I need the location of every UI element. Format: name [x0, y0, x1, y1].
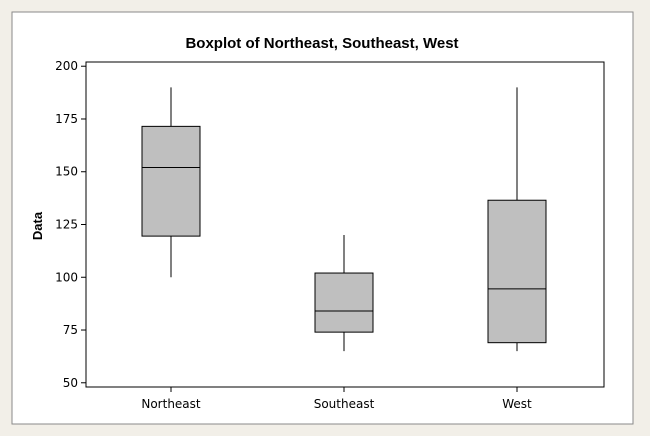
x-category-label: Northeast [141, 397, 201, 411]
box-west [487, 87, 547, 352]
y-tick-label: 75 [63, 323, 78, 337]
y-axis: 50 75 100 125 150 175 200 [55, 59, 86, 390]
x-category-label: West [502, 397, 532, 411]
y-axis-label: Data [30, 211, 45, 240]
boxes-layer [141, 87, 547, 352]
box-northeast [141, 87, 201, 278]
y-tick-label: 100 [55, 270, 78, 284]
box-southeast [314, 235, 374, 352]
iqr-box [487, 199, 547, 344]
chart-title: Boxplot of Northeast, Southeast, West [185, 35, 458, 52]
y-tick-label: 150 [55, 165, 78, 179]
x-axis: Northeast Southeast West [141, 387, 532, 411]
y-tick-label: 50 [63, 376, 78, 390]
y-tick-label: 175 [55, 112, 78, 126]
y-tick-label: 200 [55, 59, 78, 73]
y-tick-label: 125 [55, 218, 78, 232]
iqr-box [141, 125, 201, 237]
iqr-box [314, 272, 374, 333]
x-category-label: Southeast [314, 397, 375, 411]
